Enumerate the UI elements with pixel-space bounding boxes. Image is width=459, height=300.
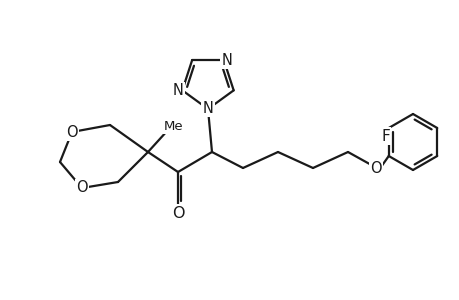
Text: O: O (66, 124, 78, 140)
Text: Me: Me (164, 119, 184, 133)
Text: O: O (369, 160, 381, 175)
Text: O: O (76, 181, 88, 196)
Text: O: O (171, 206, 184, 220)
Text: N: N (173, 83, 183, 98)
Text: N: N (221, 53, 232, 68)
Text: N: N (202, 100, 213, 116)
Text: F: F (381, 128, 389, 143)
